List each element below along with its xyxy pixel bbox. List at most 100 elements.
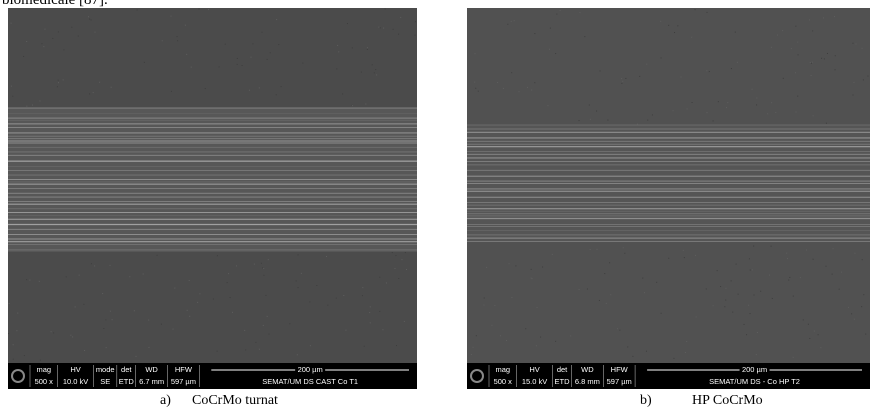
speck: [578, 120, 580, 122]
field-name: det: [557, 365, 568, 374]
caption: HP CoCrMo: [692, 393, 763, 408]
speck: [660, 312, 662, 314]
speck: [644, 292, 646, 294]
speck: [686, 108, 688, 110]
speck: [57, 79, 59, 81]
speck: [716, 270, 718, 272]
speck: [327, 304, 329, 306]
speck: [395, 345, 397, 347]
speck: [248, 89, 250, 91]
speck: [743, 323, 745, 325]
speck: [865, 333, 867, 335]
speck: [276, 19, 278, 21]
speck: [668, 257, 670, 259]
speck: [534, 82, 536, 84]
speck: [775, 111, 777, 113]
data-bar: mag 500 x HV 15.0 kV det ETD WD 6.8 mm HFW 597 µm…: [467, 363, 870, 389]
speck: [862, 79, 864, 81]
speck: [379, 276, 381, 278]
speck: [811, 61, 813, 63]
speck: [705, 288, 707, 290]
speck: [794, 72, 796, 74]
field-name: HV: [70, 365, 80, 374]
speck: [342, 93, 344, 95]
speck: [673, 357, 675, 359]
speck: [768, 274, 770, 276]
speck: [384, 8, 386, 10]
speck: [786, 258, 788, 260]
speck: [792, 356, 794, 358]
speck: [111, 319, 113, 321]
speck: [530, 277, 532, 279]
speck: [228, 273, 230, 275]
speck: [820, 347, 822, 349]
speck: [799, 277, 801, 279]
field-name: WD: [145, 365, 158, 374]
speck: [71, 26, 73, 28]
speck: [767, 113, 769, 115]
speck: [94, 265, 96, 267]
speck: [599, 70, 601, 72]
speck: [297, 287, 299, 289]
speck: [825, 122, 827, 124]
speck: [596, 110, 598, 112]
speck: [746, 334, 748, 336]
speck: [267, 259, 269, 261]
speck: [475, 335, 477, 337]
wear-track: [8, 108, 417, 252]
speck: [771, 102, 773, 104]
speck: [133, 310, 135, 312]
speck: [90, 19, 92, 21]
speck: [338, 51, 340, 53]
speck: [102, 293, 104, 295]
speck: [89, 93, 91, 95]
speck: [216, 255, 218, 257]
speck: [683, 257, 685, 259]
speck: [627, 346, 629, 348]
speck: [474, 53, 476, 55]
speck: [483, 304, 485, 306]
speck: [682, 249, 684, 251]
speck: [351, 47, 353, 49]
speck: [753, 245, 755, 247]
speck: [365, 103, 367, 105]
speck: [855, 43, 857, 45]
speck: [174, 287, 176, 289]
speck: [38, 280, 40, 282]
speck: [280, 86, 282, 88]
speck: [506, 339, 508, 341]
speck: [172, 328, 174, 330]
speck: [184, 24, 186, 26]
speck: [861, 259, 863, 261]
speck: [786, 252, 788, 254]
speck: [63, 49, 65, 51]
speck: [494, 304, 496, 306]
caption-label: b): [640, 393, 652, 408]
speck: [510, 20, 512, 22]
speck: [65, 276, 67, 278]
speck: [712, 305, 714, 307]
speck: [391, 252, 393, 254]
speck: [825, 265, 827, 267]
speck: [148, 319, 150, 321]
speck: [378, 26, 380, 28]
field-value: 500 x: [494, 377, 513, 386]
speck: [807, 323, 809, 325]
speck: [170, 90, 172, 92]
speck: [383, 27, 385, 29]
speck: [84, 350, 86, 352]
speck: [497, 82, 499, 84]
speck: [694, 9, 696, 11]
speck: [621, 78, 623, 80]
speck: [656, 281, 658, 283]
speck: [588, 104, 590, 106]
speck: [269, 52, 271, 54]
speck: [549, 27, 551, 29]
speck: [265, 294, 267, 296]
speck: [753, 294, 755, 296]
speck: [216, 350, 218, 352]
speck: [624, 252, 626, 254]
speck: [89, 18, 91, 20]
speck: [401, 259, 403, 261]
